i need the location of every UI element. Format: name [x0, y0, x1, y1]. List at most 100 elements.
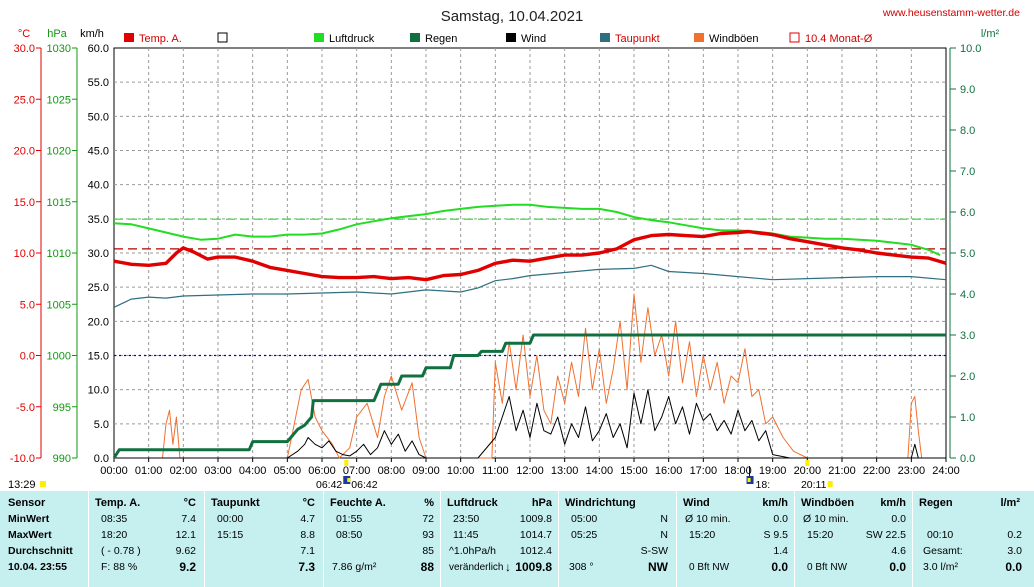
legend-item-regen-swatch: [410, 33, 420, 42]
dir-max-value: N: [660, 529, 668, 541]
rain-total-value: 3.0: [1007, 545, 1022, 557]
temp-tick-label: 25.0: [14, 94, 35, 106]
wind-unit-label: km/h: [80, 28, 104, 40]
col-sensor: Sensor MinWert MaxWert Durchschnitt 10.0…: [0, 491, 89, 587]
hum-now-value: 88: [420, 560, 434, 574]
series-line-wind: [114, 389, 946, 459]
x-tick-label: 01:00: [135, 465, 163, 477]
series-line-regen: [112, 333, 946, 459]
rain-total-label: Gesamt:: [923, 545, 963, 557]
legend-item-wind-label: Wind: [521, 33, 546, 45]
x-tick-label: 21:00: [828, 465, 856, 477]
x-tick-label: 14:00: [586, 465, 614, 477]
gust-max-value: SW 22.5: [865, 529, 906, 541]
rain-tick-label: 3.0: [960, 330, 975, 342]
press-avg-value: 1012.4: [519, 545, 552, 557]
sensor-now-label: 10.04. 23:55: [8, 561, 67, 573]
pressure-tick-label: 1010: [47, 248, 71, 260]
press-now-value: 1009.8: [515, 560, 552, 574]
sunset-label-2: 20:11: [801, 479, 827, 490]
wind-tick-label: 55.0: [88, 77, 109, 89]
pressure-tick-label: 1025: [47, 94, 71, 106]
site-url[interactable]: www.heusenstamm-wetter.de: [882, 7, 1020, 19]
gust-min-label: Ø 10 min.: [803, 513, 849, 525]
legend-item-windb-en-swatch: [694, 33, 704, 42]
temp-avg-value: 9.62: [175, 545, 196, 557]
temp-max-time: 18:20: [101, 529, 128, 541]
wind-title: Wind: [683, 497, 710, 509]
dew-unit: °C: [302, 497, 315, 509]
legend-item-regen-label: Regen: [425, 33, 457, 45]
press-unit: hPa: [531, 497, 552, 509]
rain-tick-label: 0.0: [960, 453, 975, 465]
pressure-tick-label: 1020: [47, 146, 71, 158]
rain-unit: l/m²: [1000, 497, 1020, 509]
x-tick-label: 02:00: [170, 465, 198, 477]
press-now-text: veränderlich: [449, 562, 504, 573]
col-temp: Temp. A. °C 08:35 7.4 18:20 12.1 ( - 0.7…: [89, 491, 205, 587]
wind-max-value: S 9.5: [763, 529, 788, 541]
wind-max-time: 15:20: [689, 529, 716, 541]
legend-item-10-4-monat--swatch: [789, 32, 800, 43]
press-max-value: 1014.7: [519, 529, 552, 541]
x-tick-label: 00:00: [100, 465, 128, 477]
gust-max-time: 15:20: [807, 529, 834, 541]
x-tick-label: 07:00: [343, 465, 371, 477]
series-line-temp-a-: [113, 229, 947, 282]
legend-item-luftdruck-label: Luftdruck: [329, 33, 375, 45]
dew-avg-value: 7.1: [300, 545, 315, 557]
rain-tick-label: 4.0: [960, 289, 975, 301]
wind-tick-label: 15.0: [88, 351, 109, 363]
x-tick-label: 06:00: [308, 465, 336, 477]
rain-tick-label: 10.0: [960, 43, 981, 55]
press-title: Luftdruck: [447, 497, 498, 509]
hum-max-time: 08:50: [336, 529, 363, 541]
hum-min-time: 01:55: [336, 513, 363, 525]
wind-tick-label: 25.0: [88, 282, 109, 294]
rain-now-total: 3.0 l/m²: [923, 561, 959, 573]
wind-unit: km/h: [762, 497, 788, 509]
temp-max-value: 12.1: [175, 529, 196, 541]
legend-item-taupunkt-label: Taupunkt: [615, 33, 660, 45]
temp-tick-label: 10.0: [14, 248, 35, 260]
legend-item-10-4-monat--label: 10.4 Monat-Ø: [805, 33, 873, 45]
x-tick-label: 04:00: [239, 465, 267, 477]
wind-avg-value: 1.4: [773, 545, 788, 557]
col-wind: Wind km/h Ø 10 min. 0.0 15:20 S 9.5 1.4 …: [677, 491, 795, 587]
wind-tick-label: 45.0: [88, 146, 109, 158]
legend-item-wind-swatch: [506, 33, 516, 42]
dir-min-value: N: [660, 513, 668, 525]
sensor-max-label: MaxWert: [8, 529, 52, 541]
sunrise-tick-icon: [344, 460, 349, 466]
press-trend: ^1.0hPa/h: [449, 545, 496, 557]
sunrise-label: 06:42: [316, 479, 342, 490]
pressure-tick-label: 1030: [47, 43, 71, 55]
x-tick-label: 23:00: [898, 465, 926, 477]
dir-now-value: NW: [648, 560, 668, 574]
dew-max-time: 15:15: [217, 529, 244, 541]
temp-tick-label: 20.0: [14, 146, 35, 158]
hum-title: Feuchte A.: [330, 497, 386, 509]
dir-min-time: 05:00: [571, 513, 598, 525]
legend-item-windb-en-label: Windböen: [709, 33, 759, 45]
wind-now-value: 0.0: [771, 560, 788, 574]
x-tick-label: 09:00: [412, 465, 440, 477]
temp-tick-label: 5.0: [20, 299, 35, 311]
temp-unit-label: °C: [18, 28, 30, 40]
temp-now-humidity: F: 88 %: [101, 561, 138, 573]
gust-min-value: 0.0: [891, 513, 906, 525]
gust-now-bft: 0 Bft NW: [807, 562, 848, 573]
x-tick-label: 15:00: [620, 465, 648, 477]
press-max-time: 11:45: [453, 529, 479, 541]
legend-item-blank-swatch: [217, 32, 228, 43]
series-line-luftdruck: [113, 203, 941, 257]
temp-min-value: 7.4: [181, 513, 196, 525]
x-tick-label: 11:00: [482, 465, 509, 477]
wind-tick-label: 60.0: [88, 43, 109, 55]
x-tick-label: 19:00: [759, 465, 787, 477]
x-tick-label: 10:00: [447, 465, 475, 477]
col-dewpoint: Taupunkt °C 00:00 4.7 15:15 8.8 7.1 7.3: [205, 491, 324, 587]
rain-tick-label: 7.0: [960, 166, 975, 178]
sun-icon: [40, 481, 46, 487]
rain-tick-label: 6.0: [960, 207, 975, 219]
